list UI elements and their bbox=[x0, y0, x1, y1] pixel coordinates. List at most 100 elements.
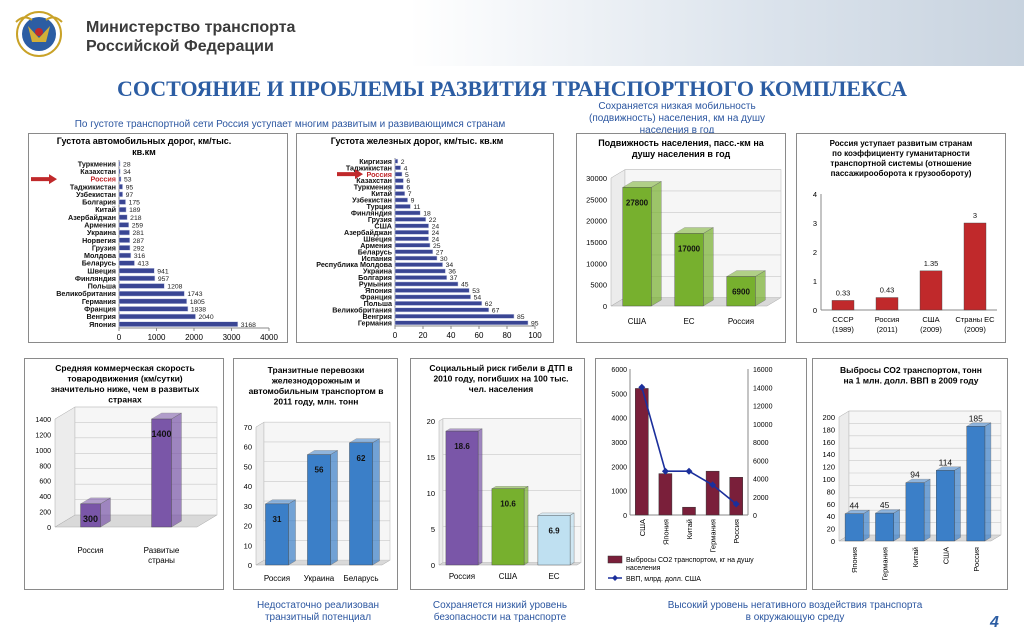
category-label: Грузия bbox=[368, 215, 392, 224]
y-tick-label: 40 bbox=[827, 512, 835, 521]
y-tick-label: 3 bbox=[813, 219, 817, 228]
bar-top bbox=[491, 486, 529, 489]
roads-chart-panel: Густота автомобильных дорог, км/тыс. кв.к… bbox=[28, 133, 288, 343]
bar bbox=[118, 184, 123, 190]
bar bbox=[729, 477, 743, 516]
bar-side bbox=[569, 512, 575, 566]
rail-chart-panel: Густота железных дорог, км/тыс. кв.км 0 20… bbox=[296, 133, 554, 343]
y-tick-label: 600 bbox=[39, 479, 51, 486]
bar bbox=[705, 470, 720, 516]
data-label: 95 bbox=[531, 320, 539, 327]
category-label: Китай bbox=[95, 205, 116, 214]
bar-side bbox=[330, 450, 338, 566]
chart-title: душу населения в год bbox=[632, 149, 731, 159]
legend-marker bbox=[612, 575, 618, 581]
bar bbox=[966, 426, 986, 542]
data-label: 3168 bbox=[241, 322, 256, 329]
data-label: 11 bbox=[413, 204, 420, 211]
data-label: 30 bbox=[440, 256, 448, 263]
data-label: 10.6 bbox=[500, 500, 516, 509]
data-label: 54 bbox=[474, 295, 482, 302]
bar bbox=[394, 249, 434, 255]
data-label: 175 bbox=[129, 200, 141, 207]
data-label: 413 bbox=[137, 261, 149, 268]
ministry-name: Министерство транспорта Российской Федер… bbox=[86, 18, 295, 56]
bar-side bbox=[651, 181, 662, 307]
category-label: Польша bbox=[364, 299, 393, 308]
co2-chart-panel: Выбросы СО2 транспортом, тонн на 1 млн. д… bbox=[812, 358, 1008, 590]
category-label: Беларусь bbox=[358, 247, 393, 256]
category-label: Армения bbox=[360, 241, 392, 250]
y-tick-label: 10000 bbox=[586, 259, 607, 268]
chart-title: транспортной системы (отношение bbox=[830, 159, 972, 168]
data-label: 957 bbox=[158, 276, 170, 283]
y-tick-label: 800 bbox=[39, 463, 51, 470]
bar bbox=[919, 270, 943, 311]
y-tick-label: 20000 bbox=[586, 217, 607, 226]
side-wall bbox=[54, 406, 76, 528]
x-tick-label: 2000 bbox=[185, 333, 203, 342]
x-tick-label: 80 bbox=[503, 331, 512, 340]
data-label: 6 bbox=[406, 178, 410, 185]
category-label: Китай bbox=[911, 547, 920, 567]
category-label: Япония bbox=[89, 320, 116, 329]
data-label: 185 bbox=[969, 413, 983, 423]
bar bbox=[936, 470, 955, 542]
category-label: Грузия bbox=[92, 243, 116, 252]
bar bbox=[537, 515, 571, 566]
chart-title: 2011 году, млн. тонн bbox=[274, 397, 359, 407]
data-label: 316 bbox=[134, 253, 146, 260]
y-tick-label: 160 bbox=[822, 438, 835, 447]
transit-note-line-1: Недостаточно реализован bbox=[256, 600, 380, 611]
transit-note-line-2: транзитный потенциал bbox=[264, 612, 372, 623]
category-label: Таджикистан bbox=[346, 163, 392, 172]
bar bbox=[118, 245, 131, 251]
y-tick-label: 50 bbox=[244, 462, 252, 471]
bar bbox=[394, 294, 471, 300]
bar bbox=[394, 281, 459, 287]
bar-side bbox=[863, 509, 870, 542]
y-tick-label: 20 bbox=[827, 525, 835, 534]
y-tick-label: 1 bbox=[813, 277, 817, 286]
page-title: СОСТОЯНИЕ И ПРОБЛЕМЫ РАЗВИТИЯ ТРАНСПОРТН… bbox=[116, 76, 908, 101]
chart-title: Средняя коммерческая скорость bbox=[55, 363, 194, 373]
bar bbox=[118, 168, 121, 175]
data-label: 62 bbox=[357, 454, 366, 463]
bar bbox=[394, 171, 403, 177]
category-label: Германия bbox=[358, 318, 392, 327]
category-label: Китай bbox=[685, 519, 694, 539]
y-tick-label: 30 bbox=[244, 502, 252, 511]
side-wall bbox=[255, 421, 265, 566]
category-label: Норвегия bbox=[82, 236, 116, 245]
data-label: 94 bbox=[910, 470, 920, 480]
y-tick-label: 5000 bbox=[590, 281, 607, 290]
bar-side bbox=[372, 438, 380, 566]
bar-side bbox=[288, 499, 296, 566]
bar bbox=[118, 176, 122, 182]
bar bbox=[394, 255, 438, 261]
side-wall bbox=[438, 418, 444, 566]
data-label: 3 bbox=[973, 211, 977, 220]
line-point bbox=[709, 481, 717, 489]
chart-title: Подвижность населения, пасс.-км на bbox=[598, 138, 765, 148]
chart-title: железнодорожным и bbox=[271, 376, 360, 386]
transit-note: Недостаточно реализован транзитный потен… bbox=[238, 600, 398, 624]
x-tick-label: 40 bbox=[447, 331, 456, 340]
category-label: Азербайджан bbox=[68, 213, 116, 222]
data-label: 1208 bbox=[167, 284, 182, 291]
data-label: 18 bbox=[423, 211, 431, 218]
category-label: Япония bbox=[365, 286, 392, 295]
data-label: 287 bbox=[133, 238, 145, 245]
bar bbox=[118, 214, 128, 220]
category-label: Финляндия bbox=[75, 274, 116, 283]
bar bbox=[394, 307, 490, 313]
chart-title: Густота автомобильных дорог, км/тыс. bbox=[57, 136, 232, 146]
chart-title: Густота железных дорог, км/тыс. кв.км bbox=[331, 136, 504, 146]
category-label: (2009) bbox=[964, 325, 986, 334]
data-label: 36 bbox=[448, 269, 456, 276]
y-tick-label: 1200 bbox=[35, 432, 51, 439]
category-label: Россия bbox=[77, 546, 103, 555]
bar-side bbox=[171, 412, 182, 528]
